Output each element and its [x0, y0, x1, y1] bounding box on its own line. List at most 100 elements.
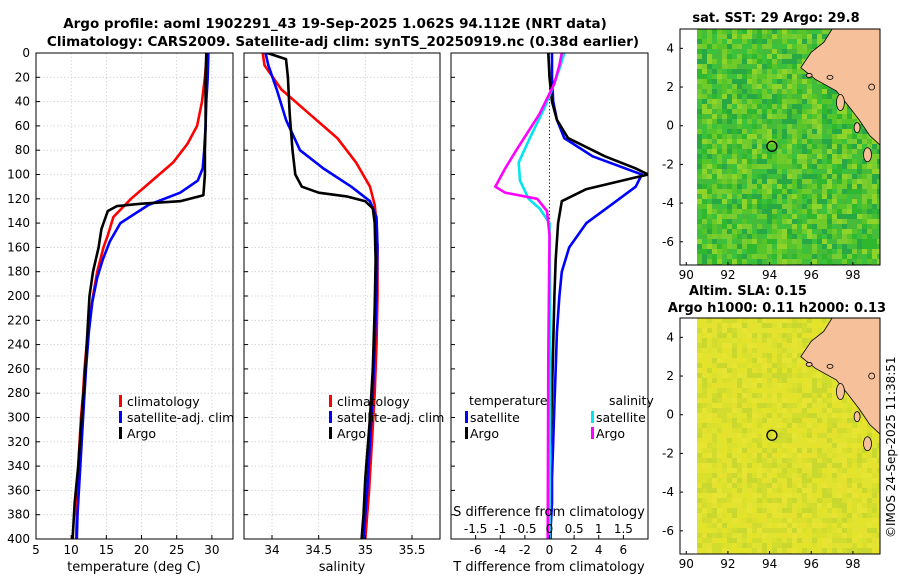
map-cell: [772, 239, 777, 244]
map-cell: [702, 328, 707, 333]
map-cell: [767, 219, 772, 224]
map-cell: [812, 453, 817, 458]
map-cell: [757, 533, 762, 538]
map-cell: [832, 493, 837, 498]
map-cell: [702, 478, 707, 483]
map-cell: [697, 49, 702, 54]
map-cell: [727, 348, 732, 353]
map-cell: [797, 503, 802, 508]
map-cell: [857, 119, 862, 124]
map-cell: [737, 249, 742, 254]
map-cell: [742, 458, 747, 463]
map-cell: [832, 134, 837, 139]
map-cell: [827, 239, 832, 244]
map-cell: [827, 169, 832, 174]
map-cell: [797, 224, 802, 229]
map-cell: [842, 503, 847, 508]
map-cell: [867, 433, 872, 438]
map-cell: [707, 139, 712, 144]
map-cell: [822, 448, 827, 453]
map-cell: [732, 69, 737, 74]
map-cell: [762, 543, 767, 548]
map-cell: [762, 538, 767, 543]
map-cell: [727, 84, 732, 89]
map-cell: [807, 443, 812, 448]
map-cell: [842, 508, 847, 513]
map-cell: [787, 353, 792, 358]
map-cell: [792, 169, 797, 174]
map-cell: [762, 259, 767, 264]
map-cell: [872, 174, 877, 179]
map-cell: [857, 503, 862, 508]
map-cell: [732, 318, 737, 323]
map-cell: [872, 538, 877, 543]
map-cell: [852, 453, 857, 458]
map-cell: [737, 498, 742, 503]
map-cell: [777, 254, 782, 259]
map-cell: [772, 194, 777, 199]
map-y-tick-label: 0: [666, 408, 674, 422]
map-cell: [717, 149, 722, 154]
map-cell: [867, 254, 872, 259]
map-cell: [842, 488, 847, 493]
map-cell: [712, 503, 717, 508]
map-cell: [737, 333, 742, 338]
map-cell: [757, 348, 762, 353]
map-cell: [777, 139, 782, 144]
map-cell: [712, 99, 717, 104]
map-cell: [862, 473, 867, 478]
map-cell: [832, 463, 837, 468]
map-cell: [827, 89, 832, 94]
map-cell: [722, 39, 727, 44]
map-cell: [762, 348, 767, 353]
map-cell: [827, 244, 832, 249]
map-cell: [792, 94, 797, 99]
map-cell: [757, 353, 762, 358]
legend-label: satellite: [596, 410, 646, 425]
map-cell: [742, 533, 747, 538]
map-cell: [832, 508, 837, 513]
map-cell: [707, 348, 712, 353]
map-cell: [772, 184, 777, 189]
map-cell: [717, 139, 722, 144]
map-cell: [777, 239, 782, 244]
map-cell: [782, 174, 787, 179]
map-cell: [722, 488, 727, 493]
map-cell: [807, 89, 812, 94]
map-cell: [772, 383, 777, 388]
map-cell: [752, 443, 757, 448]
map-cell: [797, 104, 802, 109]
map-cell: [717, 49, 722, 54]
map-cell: [742, 34, 747, 39]
map-x-tick-label: 90: [679, 268, 694, 282]
map-cell: [767, 348, 772, 353]
map-cell: [837, 448, 842, 453]
map-cell: [697, 438, 702, 443]
map-cell: [702, 418, 707, 423]
map-cell: [812, 433, 817, 438]
map-cell: [812, 184, 817, 189]
map-cell: [822, 94, 827, 99]
map-cell: [762, 503, 767, 508]
map-cell: [802, 423, 807, 428]
map-cell: [762, 483, 767, 488]
map-cell: [697, 363, 702, 368]
x-tick-label: 30: [204, 543, 219, 557]
map-cell: [847, 144, 852, 149]
map-cell: [862, 199, 867, 204]
legend-label: satellite-adj. clim: [127, 410, 234, 425]
map-cell: [747, 229, 752, 234]
map-cell: [752, 169, 757, 174]
map-cell: [742, 79, 747, 84]
map-cell: [782, 333, 787, 338]
map-cell: [772, 373, 777, 378]
map-cell: [757, 343, 762, 348]
map-cell: [732, 219, 737, 224]
map-cell: [797, 398, 802, 403]
map-cell: [737, 74, 742, 79]
map-cell: [777, 179, 782, 184]
map-cell: [732, 393, 737, 398]
map-cell: [752, 428, 757, 433]
map-cell: [797, 408, 802, 413]
map-cell: [727, 244, 732, 249]
